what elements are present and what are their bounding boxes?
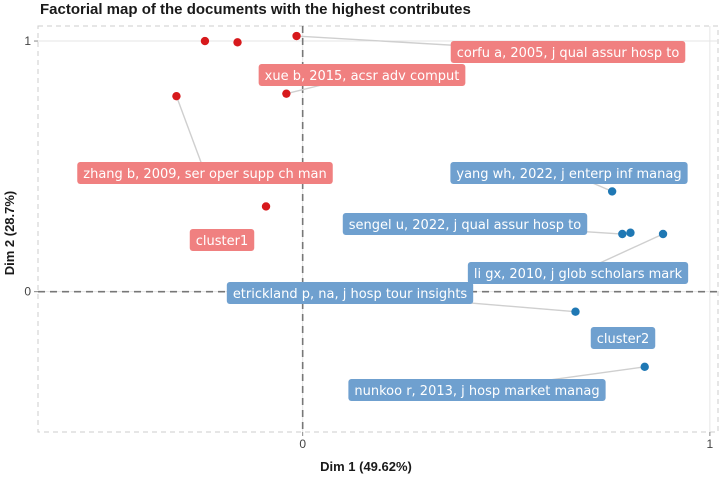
cluster2-point — [626, 228, 635, 237]
cluster1-point — [200, 36, 210, 46]
cluster2-point-label-box — [450, 162, 688, 184]
label-connector — [175, 95, 206, 174]
cluster2-point-label: li gx, 2010, j glob scholars mark — [467, 262, 689, 284]
cluster-label-box — [590, 327, 656, 349]
cluster2-point-label-text: sengel u, 2022, j qual assur hosp to — [349, 218, 581, 233]
cluster1-point — [282, 89, 291, 98]
cluster1-point — [172, 91, 181, 101]
data-points — [172, 31, 668, 372]
cluster2-point-label: nunkoo r, 2013, j hosp market manag — [348, 379, 606, 401]
cluster2-point — [607, 187, 617, 196]
cluster2-point-label-box — [348, 379, 606, 401]
cluster-label: cluster2 — [590, 327, 656, 349]
cluster-label-box — [189, 229, 255, 251]
cluster2-point — [658, 229, 668, 239]
cluster2-point-label-text: etrickland p, na, j hosp tour insights — [233, 287, 468, 302]
y-axis-title: Dim 2 (28.7%) — [2, 191, 17, 276]
cluster1-point — [261, 202, 271, 211]
cluster2-point-label-text: nunkoo r, 2013, j hosp market manag — [354, 384, 599, 399]
cluster1-point-label-text: xue b, 2015, acsr adv comput — [265, 69, 460, 84]
cluster-label: cluster1 — [189, 229, 255, 251]
chart-title: Factorial map of the documents with the … — [40, 1, 471, 18]
cluster1-point-label: zhang b, 2009, ser oper supp ch man — [77, 162, 333, 184]
cluster1-point-label: corfu a, 2005, j qual assur hosp to — [450, 41, 686, 63]
plot-panel-border — [37, 25, 719, 433]
cluster1-point-label-text: corfu a, 2005, j qual assur hosp to — [457, 46, 680, 61]
cluster1-point-label-box — [77, 162, 333, 184]
cluster2-point-label-box — [342, 213, 588, 235]
cluster2-point — [640, 362, 649, 372]
cluster2-point — [618, 229, 627, 239]
cluster-label-text: cluster1 — [196, 234, 248, 249]
y-tick-label: 1 — [24, 34, 31, 48]
cluster2-point-label-box — [467, 262, 689, 284]
axes: 0 1 0 1 — [24, 34, 713, 451]
cluster2-point-label: etrickland p, na, j hosp tour insights — [226, 282, 474, 304]
y-tick-label: 0 — [24, 285, 31, 299]
cluster1-point-label: xue b, 2015, acsr adv comput — [258, 64, 466, 86]
x-tick-label: 0 — [299, 437, 306, 451]
cluster1-point — [233, 38, 242, 47]
cluster2-point-label-box — [226, 282, 474, 304]
point-labels: corfu a, 2005, j qual assur hosp to xue b… — [77, 41, 689, 401]
cluster1-point-label-text: zhang b, 2009, ser oper supp ch man — [83, 167, 326, 182]
cluster2-point-label: yang wh, 2022, j enterp inf manag — [450, 162, 688, 184]
x-axis-title: Dim 1 (49.62%) — [320, 459, 412, 474]
cluster2-point-label-text: yang wh, 2022, j enterp inf manag — [456, 167, 681, 182]
cluster2-point-label-text: li gx, 2010, j glob scholars mark — [474, 267, 683, 282]
cluster1-point — [292, 31, 301, 41]
cluster1-point-label-box — [258, 64, 466, 86]
cluster2-point — [571, 307, 580, 316]
cluster2-point-label: sengel u, 2022, j qual assur hosp to — [342, 213, 588, 235]
x-tick-label: 1 — [707, 437, 714, 451]
cluster1-point-label-box — [450, 41, 686, 63]
cluster-label-text: cluster2 — [597, 332, 649, 347]
